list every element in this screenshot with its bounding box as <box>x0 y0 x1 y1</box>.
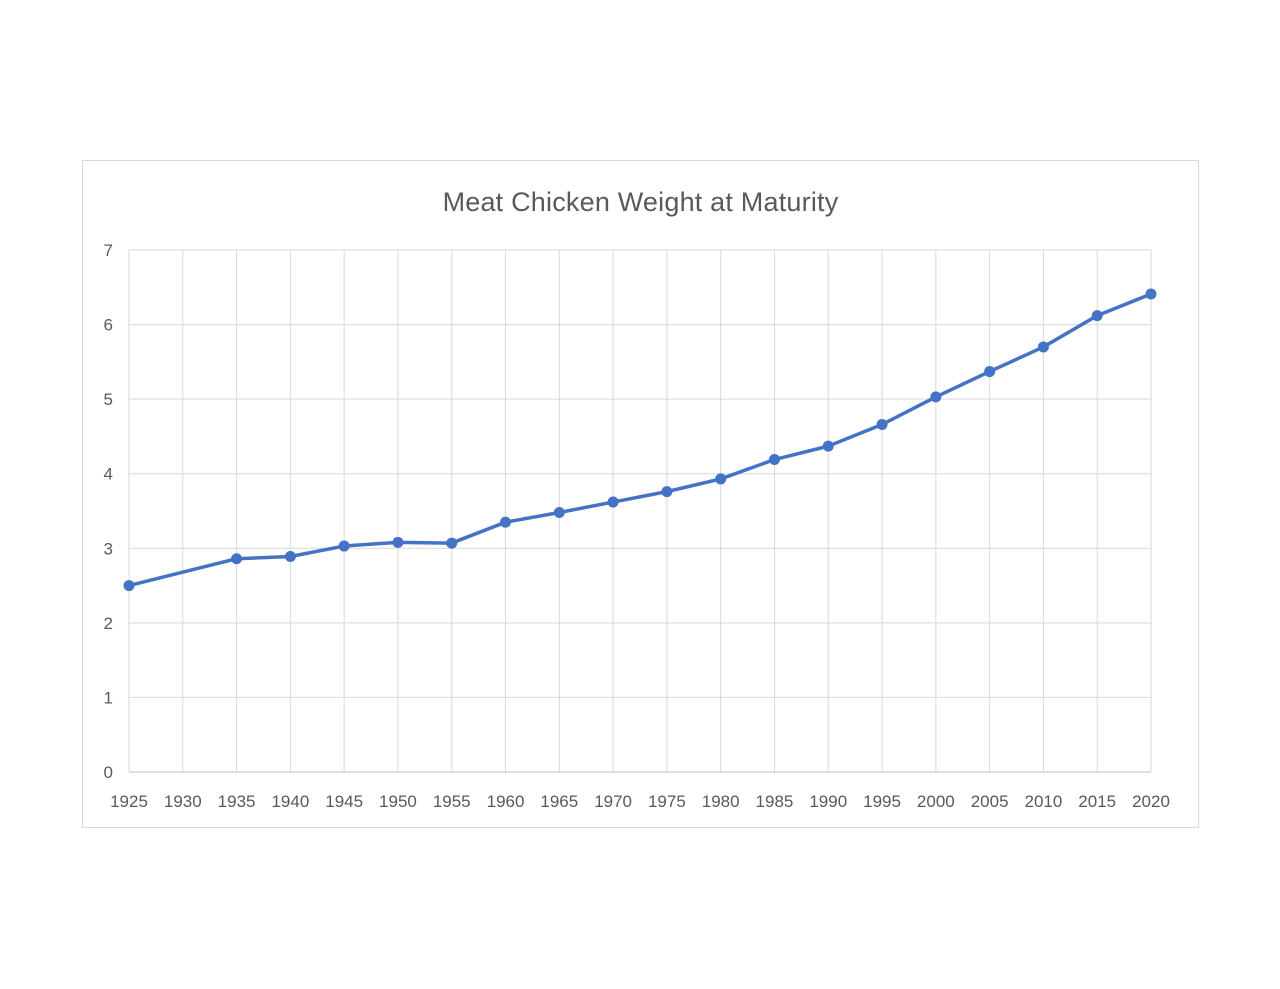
x-tick-label: 2015 <box>1078 792 1116 811</box>
y-tick-label: 6 <box>104 316 113 335</box>
data-point-marker[interactable] <box>822 440 834 452</box>
x-tick-label: 1995 <box>863 792 901 811</box>
chart[interactable]: 0 1 2 3 4 5 6 7 1925 1930 1935 1940 1945 1950 1955 1960… <box>82 160 1199 828</box>
x-tick-label: 1965 <box>540 792 578 811</box>
data-point-marker[interactable] <box>500 516 512 528</box>
y-tick-label: 3 <box>104 539 113 558</box>
x-tick-label: 1955 <box>433 792 471 811</box>
data-point-marker[interactable] <box>446 537 458 549</box>
y-tick-label: 2 <box>104 614 113 633</box>
data-point-marker[interactable] <box>553 506 565 518</box>
y-tick-label: 7 <box>104 241 113 260</box>
data-point-marker[interactable] <box>715 473 727 485</box>
data-point-marker[interactable] <box>661 486 673 498</box>
x-tick-label: 2000 <box>917 792 955 811</box>
y-tick-label: 5 <box>104 390 113 409</box>
data-point-marker[interactable] <box>123 580 135 592</box>
y-tick-label: 4 <box>104 465 113 484</box>
x-tick-label: 1945 <box>325 792 363 811</box>
x-tick-label: 2005 <box>971 792 1009 811</box>
x-tick-label: 1950 <box>379 792 417 811</box>
x-tick-label: 1935 <box>218 792 256 811</box>
x-tick-label: 1970 <box>594 792 632 811</box>
x-tick-label: 1990 <box>809 792 847 811</box>
data-point-marker[interactable] <box>607 496 619 508</box>
x-tick-label: 1975 <box>648 792 686 811</box>
y-tick-label: 1 <box>104 688 113 707</box>
x-tick-label: 1980 <box>702 792 740 811</box>
line-chart-plot: 0 1 2 3 4 5 6 7 1925 1930 1935 1940 1945 1950 1955 1960… <box>104 241 1170 811</box>
series-line[interactable] <box>127 292 1153 588</box>
x-tick-label: 1985 <box>756 792 794 811</box>
data-point-marker[interactable] <box>1037 341 1049 353</box>
data-point-marker[interactable] <box>984 366 996 378</box>
data-point-marker[interactable] <box>392 536 404 548</box>
x-tick-label: 1925 <box>110 792 148 811</box>
x-tick-label: 1930 <box>164 792 202 811</box>
data-point-marker[interactable] <box>231 553 243 565</box>
data-point-marker[interactable] <box>284 550 296 562</box>
x-tick-label: 1940 <box>271 792 309 811</box>
data-point-marker[interactable] <box>1091 310 1103 322</box>
chart-title: Meat Chicken Weight at Maturity <box>442 187 839 217</box>
x-tick-label: 2020 <box>1132 792 1170 811</box>
data-point-marker[interactable] <box>930 391 942 403</box>
data-point-marker[interactable] <box>876 418 888 430</box>
data-point-marker[interactable] <box>768 454 780 466</box>
data-point-marker[interactable] <box>338 540 350 552</box>
x-tick-label: 2010 <box>1025 792 1063 811</box>
x-tick-label: 1960 <box>487 792 525 811</box>
data-point-marker[interactable] <box>1145 288 1157 300</box>
y-tick-label: 0 <box>104 763 113 782</box>
